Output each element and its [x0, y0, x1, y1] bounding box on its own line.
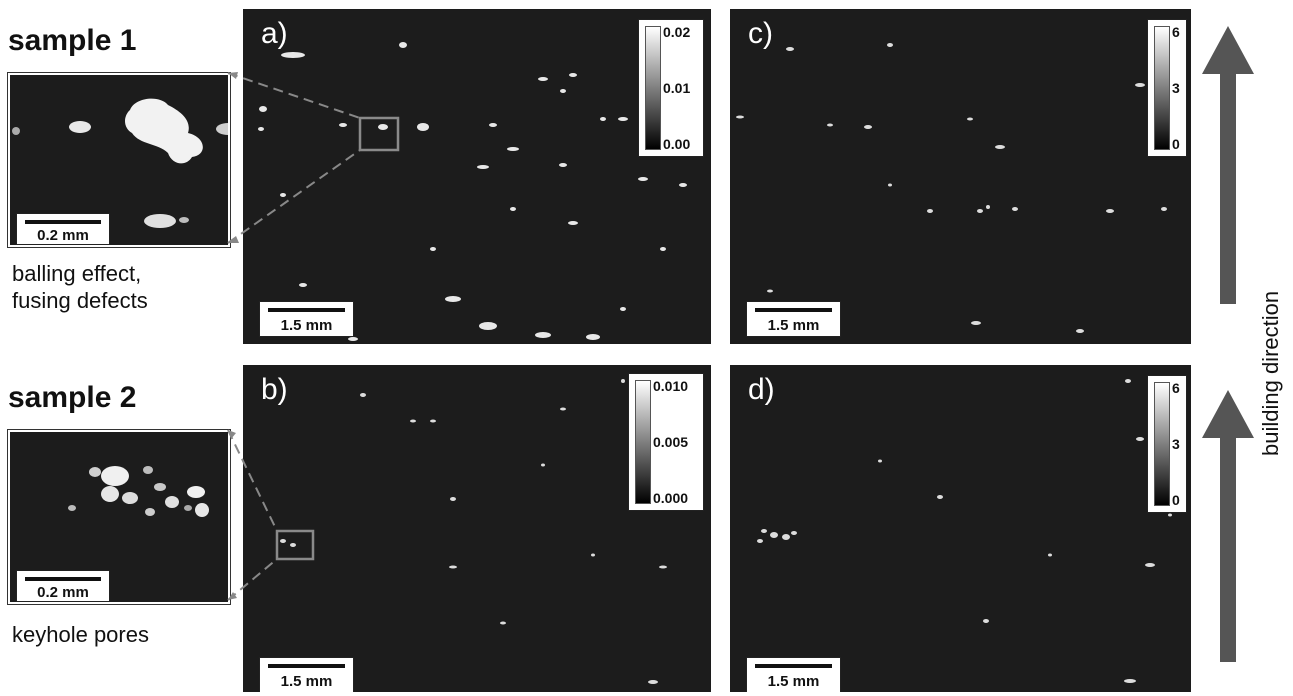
- colorbar-tick-max: 6: [1172, 380, 1180, 396]
- scale-label: 0.2 mm: [37, 227, 89, 244]
- scale-bar: [755, 664, 832, 668]
- colorbar-tick-min: 0: [1172, 136, 1180, 152]
- panel-d-scale: 1.5 mm: [746, 657, 841, 692]
- sample-1-inset: 0.2 mm: [7, 72, 231, 248]
- sample-1-inset-scale: 0.2 mm: [16, 213, 110, 245]
- panel-d-image: [757, 379, 1172, 683]
- colorbar-gradient: [635, 380, 651, 504]
- building-direction-arrow-top: [1202, 26, 1254, 304]
- sample-1-caption-line1: balling effect,: [12, 261, 142, 286]
- scale-label: 1.5 mm: [767, 673, 820, 690]
- building-direction-label: building direction: [1258, 290, 1283, 456]
- panel-b-label: b): [261, 373, 288, 406]
- scale-bar: [755, 308, 832, 312]
- panel-c-scale: 1.5 mm: [746, 301, 841, 337]
- scale-label: 1.5 mm: [280, 673, 333, 690]
- zoom-region-box: [358, 116, 400, 152]
- colorbar-tick-min: 0.000: [653, 490, 689, 506]
- scale-bar: [268, 308, 345, 312]
- sample-2-inset: 0.2 mm: [7, 429, 231, 605]
- panel-a-colorbar: 0.02 0.01 0.00: [638, 19, 704, 157]
- colorbar-tick-max: 0.02: [663, 24, 691, 40]
- colorbar-tick-min: 0.00: [663, 136, 691, 152]
- panel-c-colorbar: 6 3 0: [1147, 19, 1187, 157]
- panel-d: d) 6 3 0 1.5 mm: [730, 365, 1191, 692]
- panel-a-scale: 1.5 mm: [259, 301, 354, 337]
- sample-1-title: sample 1: [8, 24, 137, 57]
- panel-c-image: [736, 43, 1167, 333]
- scale-label: 1.5 mm: [767, 317, 820, 334]
- scale-label: 1.5 mm: [280, 317, 333, 334]
- sample-2-inset-scale: 0.2 mm: [16, 570, 110, 602]
- panel-c-label: c): [748, 17, 773, 50]
- scale-bar: [268, 664, 345, 668]
- panel-d-colorbar: 6 3 0: [1147, 375, 1187, 513]
- panel-b-scale: 1.5 mm: [259, 657, 354, 692]
- colorbar-tick-mid: 0.005: [653, 434, 689, 450]
- colorbar-tick-mid: 0.01: [663, 80, 691, 96]
- panel-b-colorbar: 0.010 0.005 0.000: [628, 373, 704, 511]
- colorbar-gradient: [1154, 382, 1170, 506]
- sample-2-caption: keyhole pores: [12, 622, 149, 647]
- panel-a-label: a): [261, 17, 288, 50]
- panel-a: a) 0.02 0.01 0.00 1.5 mm: [243, 9, 711, 344]
- colorbar-gradient: [645, 26, 661, 150]
- colorbar-tick-max: 0.010: [653, 378, 689, 394]
- sample-1-caption-line2: fusing defects: [12, 288, 148, 313]
- colorbar-tick-min: 0: [1172, 492, 1180, 508]
- sample-1-inset-image: [12, 98, 228, 228]
- panel-d-label: d): [748, 373, 775, 406]
- panel-c: c) 6 3 0 1.5 mm: [730, 9, 1191, 344]
- panel-b: b) 0.010 0.005 0.000 1.5 mm: [243, 365, 711, 692]
- zoom-region-box: [275, 529, 315, 561]
- colorbar-tick-mid: 3: [1172, 80, 1180, 96]
- building-direction-arrow-bottom: [1202, 390, 1254, 662]
- colorbar-tick-mid: 3: [1172, 436, 1180, 452]
- sample-1-caption: balling effect, fusing defects: [12, 260, 148, 314]
- scale-bar: [25, 220, 101, 224]
- scale-label: 0.2 mm: [37, 584, 89, 601]
- sample-2-title: sample 2: [8, 381, 137, 414]
- colorbar-tick-max: 6: [1172, 24, 1180, 40]
- sample-2-inset-image: [68, 466, 209, 517]
- colorbar-gradient: [1154, 26, 1170, 150]
- scale-bar: [25, 577, 101, 581]
